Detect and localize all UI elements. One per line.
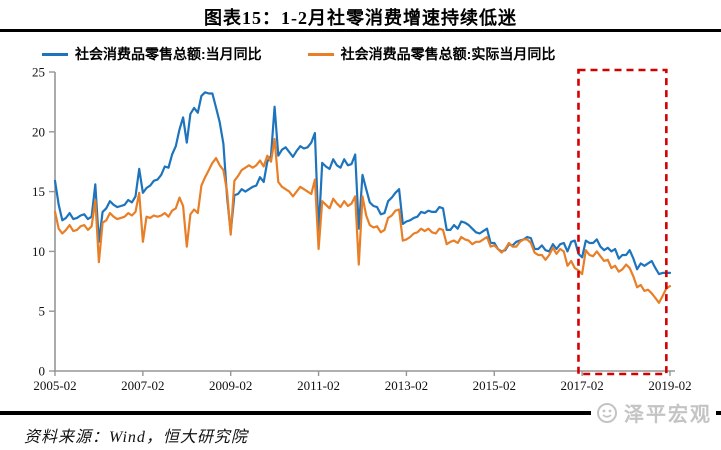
watermark-logo-icon bbox=[597, 402, 617, 423]
nominal-series-line-swatch-icon bbox=[42, 52, 68, 56]
watermark: 泽平宏观 bbox=[591, 399, 716, 426]
legend-item-nominal: 社会消费品零售总额:当月同比 bbox=[42, 44, 262, 64]
highlight-period-box bbox=[577, 68, 668, 376]
x-axis-tick-label: 2013-02 bbox=[385, 378, 428, 393]
real-series-line-swatch-icon bbox=[307, 52, 334, 56]
chart-title: 图表15：1-2月社零消费增速持续低迷 bbox=[204, 8, 517, 28]
bottom-separator-line bbox=[0, 411, 721, 415]
top-separator-line bbox=[0, 29, 721, 32]
chart-legend: 社会消费品零售总额:当月同比 社会消费品零售总额:实际当月同比 bbox=[42, 44, 555, 64]
real-yoy-series-line bbox=[53, 137, 672, 304]
x-axis-tick-label: 2017-02 bbox=[560, 378, 603, 393]
x-axis-tick-label: 2005-02 bbox=[33, 378, 76, 393]
watermark-text: 泽平宏观 bbox=[624, 404, 712, 426]
legend-label-real: 社会消费品零售总额:实际当月同比 bbox=[340, 46, 556, 62]
x-axis-tick-label: 2015-02 bbox=[473, 378, 516, 393]
y-axis-tick-label: 25 bbox=[32, 65, 45, 80]
y-axis-tick-label: 0 bbox=[39, 364, 46, 379]
y-axis-tick-label: 5 bbox=[39, 304, 46, 319]
legend-item-real: 社会消费品零售总额:实际当月同比 bbox=[307, 44, 556, 64]
source-note: 资料来源：Wind，恒大研究院 bbox=[24, 429, 248, 446]
x-axis-tick-label: 2019-02 bbox=[648, 378, 691, 393]
y-axis-tick-label: 15 bbox=[32, 184, 45, 199]
y-axis-tick-label: 10 bbox=[32, 244, 45, 259]
x-axis-tick-label: 2011-02 bbox=[297, 378, 340, 393]
x-axis-tick-label: 2007-02 bbox=[121, 378, 164, 393]
nominal-yoy-series-line bbox=[53, 91, 672, 276]
y-axis-tick-label: 20 bbox=[32, 124, 45, 139]
legend-label-nominal: 社会消费品零售总额:当月同比 bbox=[75, 46, 262, 62]
x-axis-tick-label: 2009-02 bbox=[209, 378, 252, 393]
